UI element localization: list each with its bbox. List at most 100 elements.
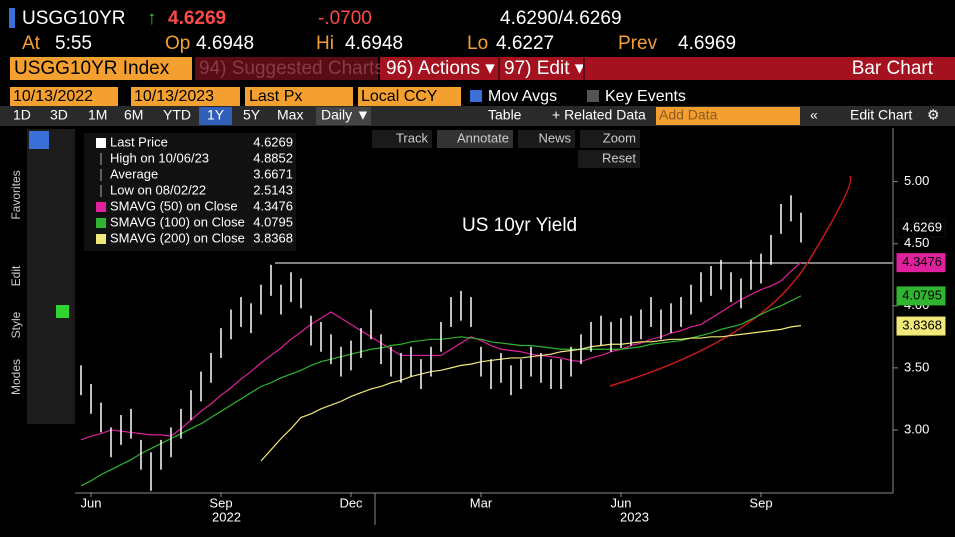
period-selected bbox=[199, 107, 232, 125]
legend-value: 4.8852 bbox=[253, 150, 293, 165]
x-tick-label: Jun bbox=[611, 495, 632, 510]
actions-menu[interactable]: 96) Actions ▾ bbox=[386, 58, 495, 79]
legend-value: 3.8368 bbox=[253, 230, 293, 245]
tool-button[interactable] bbox=[372, 130, 432, 148]
legend-label: SMAVG (200) on Close bbox=[110, 230, 245, 245]
edit-chart[interactable]: Edit Chart bbox=[850, 107, 912, 123]
end-date[interactable]: 10/13/2023 bbox=[134, 88, 214, 105]
suggested-button[interactable] bbox=[195, 57, 378, 80]
period-button[interactable]: 1M bbox=[88, 107, 107, 123]
x-tick-label: Sep bbox=[749, 495, 772, 510]
tool-label[interactable]: Zoom bbox=[603, 130, 636, 145]
year-label: 2022 bbox=[212, 509, 241, 524]
tool-label[interactable]: Annotate bbox=[457, 130, 509, 145]
ticker: USGG10YR bbox=[22, 8, 125, 29]
legend-label: SMAVG (50) on Close bbox=[110, 198, 238, 213]
checkbox[interactable] bbox=[587, 90, 599, 102]
period-button[interactable]: 6M bbox=[124, 107, 143, 123]
tool-label[interactable]: Track bbox=[396, 130, 429, 145]
period-button[interactable]: 1D bbox=[13, 107, 31, 123]
frequency[interactable]: Daily ▼ bbox=[321, 107, 370, 123]
side-tab[interactable]: Style bbox=[9, 311, 23, 338]
legend-label: SMAVG (100) on Close bbox=[110, 214, 245, 229]
legend-swatch bbox=[96, 218, 106, 228]
legend-value: 4.6269 bbox=[253, 134, 293, 149]
legend-value: 2.5143 bbox=[253, 182, 293, 197]
collapse-icon[interactable]: « bbox=[810, 107, 818, 123]
period-button[interactable]: YTD bbox=[163, 107, 191, 123]
table-button[interactable]: Table bbox=[488, 107, 522, 123]
legend-value: 4.0795 bbox=[253, 214, 293, 229]
legend-panel bbox=[84, 133, 296, 251]
legend-value: 4.3476 bbox=[253, 198, 293, 213]
value-tag bbox=[896, 286, 946, 306]
key-events[interactable]: Key Events bbox=[605, 88, 686, 105]
color-swatch[interactable] bbox=[56, 305, 69, 318]
edit-menu[interactable]: 97) Edit ▾ bbox=[504, 58, 585, 79]
security-box[interactable] bbox=[10, 57, 192, 80]
field[interactable]: Last Px bbox=[249, 88, 302, 105]
year-label: 2023 bbox=[620, 509, 649, 524]
separator bbox=[583, 57, 585, 80]
up-arrow: ↑ bbox=[147, 8, 157, 29]
currency-box[interactable] bbox=[358, 87, 461, 106]
legend-label: High on 10/06/23 bbox=[110, 150, 209, 165]
add-data[interactable]: Add Data bbox=[659, 107, 718, 123]
currency[interactable]: Local CCY bbox=[361, 88, 438, 105]
menu-bar bbox=[380, 57, 955, 80]
mov-avgs[interactable]: Mov Avgs bbox=[488, 88, 557, 105]
side-tab[interactable]: Favorites bbox=[9, 170, 23, 219]
value-tag-label: 4.6269 bbox=[902, 219, 942, 234]
frequency-box[interactable] bbox=[316, 107, 371, 125]
value-tag bbox=[896, 218, 946, 238]
legend-value: 3.6671 bbox=[253, 166, 293, 181]
separator bbox=[498, 57, 500, 80]
period-button[interactable]: 1Y bbox=[207, 107, 225, 123]
period-button[interactable]: 5Y bbox=[243, 107, 261, 123]
start-date-box[interactable] bbox=[10, 87, 118, 106]
start-date[interactable]: 10/13/2022 bbox=[13, 88, 93, 105]
prev: 4.6969 bbox=[678, 33, 736, 54]
end-date-box[interactable] bbox=[131, 87, 240, 106]
period-button[interactable]: 3D bbox=[50, 107, 68, 123]
tool-button[interactable] bbox=[578, 150, 640, 168]
bid-ask: 4.6290/4.6269 bbox=[500, 8, 622, 29]
side-tabs: Favorites Edit Style Modes bbox=[9, 170, 23, 395]
security[interactable]: USGG10YR Index bbox=[14, 58, 170, 79]
net-change: -.0700 bbox=[318, 8, 372, 29]
period-button[interactable]: Max bbox=[277, 107, 303, 123]
value-tag bbox=[896, 316, 946, 336]
side-tab[interactable]: Modes bbox=[9, 359, 23, 395]
legend-swatch bbox=[96, 138, 106, 148]
related-data[interactable]: + Related Data bbox=[552, 107, 646, 123]
checkbox[interactable] bbox=[470, 90, 482, 102]
side-tab[interactable]: Edit bbox=[9, 265, 23, 286]
time-label: At bbox=[22, 33, 41, 54]
chart-title: US 10yr Yield bbox=[462, 215, 577, 236]
settings-icon[interactable]: ⚙ bbox=[927, 107, 940, 123]
prev-label: Prev bbox=[618, 33, 658, 54]
tool-label[interactable]: Reset bbox=[602, 150, 636, 165]
legend-label: Average bbox=[110, 166, 158, 181]
low: 4.6227 bbox=[496, 33, 554, 54]
chart-type: Bar Chart bbox=[852, 58, 934, 79]
left-tools bbox=[27, 129, 75, 424]
low-label: Lo bbox=[467, 33, 488, 54]
value-tag bbox=[896, 253, 946, 273]
suggested[interactable]: 94) Suggested Charts bbox=[199, 58, 384, 79]
x-tick-label: Sep bbox=[209, 495, 232, 510]
tool-button[interactable] bbox=[437, 130, 513, 148]
field-box[interactable] bbox=[245, 87, 353, 106]
add-data-box[interactable] bbox=[656, 107, 800, 125]
high: 4.6948 bbox=[345, 33, 403, 54]
tool-selected[interactable] bbox=[29, 131, 49, 149]
legend-swatch bbox=[96, 234, 106, 244]
tool-button[interactable] bbox=[518, 130, 575, 148]
tool-button[interactable] bbox=[580, 130, 640, 148]
y-tick-label: 5.00 bbox=[904, 173, 929, 188]
tool-panel bbox=[27, 129, 75, 424]
tool-label[interactable]: News bbox=[538, 130, 571, 145]
trend-curve bbox=[609, 175, 852, 387]
